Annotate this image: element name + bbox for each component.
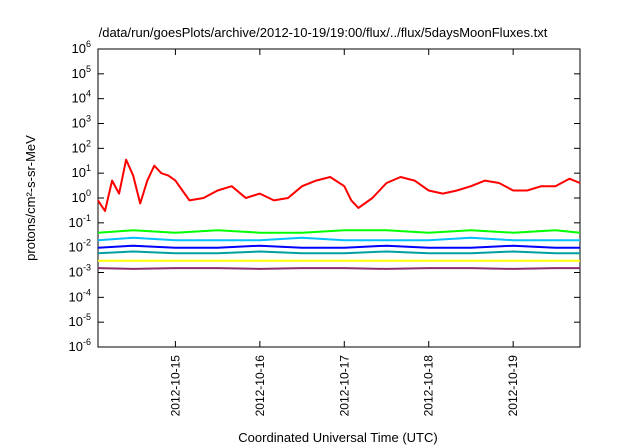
plot-frame [97,48,581,348]
y-axis-label: protons/cm²-s-sr-MeV [23,135,38,261]
series-line-4 [97,244,580,249]
x-tick-label: 2012-10-17 [337,355,351,417]
x-tick-label: 2012-10-18 [422,355,436,417]
y-tick-label: 10-3 [69,263,91,280]
chart-title: /data/run/goesPlots/archive/2012-10-19/1… [99,25,548,40]
x-tick-label: 2012-10-19 [506,355,520,417]
series-line-7 [97,267,580,270]
y-tick-label: 104 [72,89,91,106]
y-tick-label: 10-5 [69,312,91,329]
y-tick-label: 106 [72,39,91,56]
x-axis-label: Coordinated Universal Time (UTC) [238,430,437,445]
series-line-2 [97,229,581,234]
y-axis-ticks: 10-6 10-5 10-4 10-3 10-2 10-1 100 101 102 103 104 1… [69,39,580,354]
y-tick-label: 10-1 [69,213,91,230]
series-layer [97,158,581,270]
series-line-3 [97,236,580,242]
y-tick-label: 101 [72,163,91,180]
y-tick-label: 100 [72,188,91,205]
y-tick-label: 103 [72,114,91,131]
x-tick-label: 2012-10-16 [253,355,267,417]
y-tick-label: 105 [72,64,91,81]
x-tick-label: 2012-10-15 [168,355,182,417]
series-line-5 [97,250,580,255]
series-line-1 [97,158,581,212]
y-tick-label: 10-4 [69,287,91,304]
y-tick-label: 10-2 [69,238,91,255]
y-tick-label: 10-6 [69,337,91,354]
x-axis-ticks: 2012-10-15 2012-10-16 2012-10-17 2012-10-18… [168,49,520,416]
y-tick-label: 102 [72,138,91,155]
